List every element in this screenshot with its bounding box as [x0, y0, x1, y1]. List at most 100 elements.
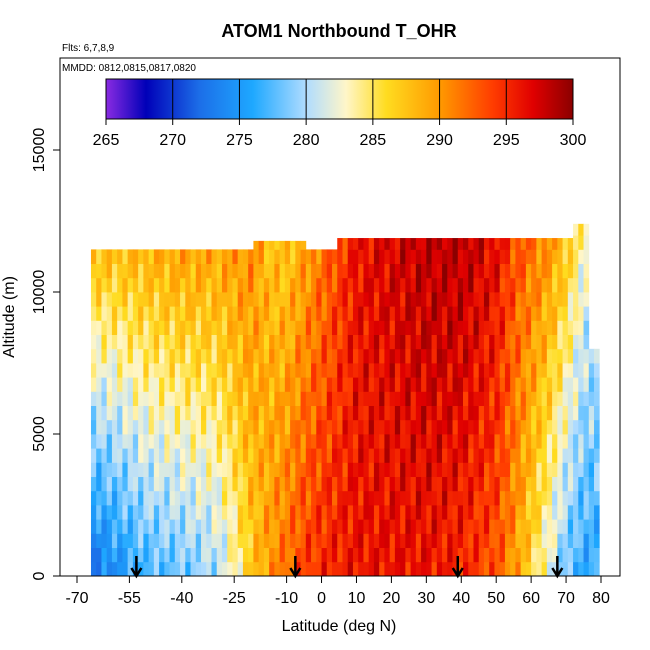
heatmap-cell [588, 490, 595, 506]
heatmap-cell [531, 277, 537, 293]
heatmap-cell [452, 277, 459, 293]
heatmap-cell [489, 533, 495, 548]
heatmap-cell [415, 448, 422, 463]
heatmap-cell [436, 462, 443, 477]
heatmap-cell [300, 348, 307, 364]
heatmap-cell [494, 249, 501, 264]
heatmap-cell [311, 490, 317, 506]
heatmap-cell [159, 476, 165, 492]
heatmap-cell [332, 277, 338, 293]
heatmap-cell [389, 490, 396, 506]
heatmap-cell [300, 363, 307, 378]
heatmap-cell [421, 419, 427, 435]
heatmap-cell [573, 448, 579, 463]
heatmap-cell [326, 505, 333, 520]
y-tick-label: 10000 [31, 270, 48, 315]
heatmap-cell [468, 249, 474, 264]
heatmap-cell [483, 277, 490, 293]
heatmap-cell [180, 462, 186, 477]
heatmap-cell [90, 292, 97, 307]
heatmap-cell [478, 292, 485, 307]
heatmap-cell [159, 391, 165, 406]
heatmap-cell [562, 490, 569, 506]
heatmap-cell [201, 561, 207, 577]
heatmap-cell [573, 235, 579, 250]
heatmap-cell [442, 238, 448, 250]
heatmap-cell [499, 419, 506, 435]
heatmap-cell [520, 277, 527, 293]
heatmap-cell [122, 462, 129, 477]
heatmap-cell [426, 238, 432, 250]
heatmap-cell [525, 505, 532, 520]
heatmap-cell [300, 263, 307, 279]
heatmap-cell [132, 363, 139, 378]
heatmap-cell [347, 249, 354, 264]
heatmap-cell [274, 561, 281, 577]
heatmap-cell [284, 519, 291, 534]
heatmap-cell [410, 547, 417, 563]
heatmap-cell [269, 533, 275, 548]
heatmap-cell [405, 505, 412, 520]
heatmap-cell [132, 249, 139, 264]
heatmap-cell [410, 249, 417, 264]
heatmap-cell [394, 462, 401, 477]
heatmap-cell [248, 277, 254, 293]
heatmap-cell [206, 363, 212, 378]
heatmap-cell [552, 391, 558, 406]
heatmap-cell [541, 462, 548, 477]
heatmap-cell [290, 240, 296, 250]
heatmap-cell [337, 277, 343, 293]
heatmap-cell [300, 320, 307, 335]
heatmap-cell [127, 348, 134, 364]
heatmap-cell [96, 476, 102, 492]
heatmap-cell [159, 505, 165, 520]
heatmap-cell [363, 533, 370, 548]
heatmap-cell [90, 391, 97, 406]
heatmap-cell [117, 533, 123, 548]
heatmap-cell [504, 320, 511, 335]
heatmap-cell [510, 306, 516, 321]
heatmap-cell [111, 363, 118, 378]
heatmap-cell [143, 419, 150, 435]
heatmap-cell [379, 434, 385, 449]
heatmap-cell [248, 320, 254, 335]
heatmap-cell [221, 519, 228, 534]
heatmap-cell [111, 320, 118, 335]
heatmap-cell [316, 476, 322, 492]
heatmap-cell [295, 391, 301, 406]
heatmap-cell [489, 476, 495, 492]
heatmap-cell [373, 434, 380, 449]
heatmap-cell [405, 377, 412, 392]
heatmap-cell [499, 490, 506, 506]
heatmap-cell [504, 263, 511, 279]
heatmap-cell [468, 306, 474, 321]
heatmap-cell [342, 249, 349, 264]
heatmap-cell [447, 263, 453, 279]
heatmap-cell [510, 363, 516, 378]
heatmap-cell [180, 405, 186, 421]
heatmap-cell [463, 561, 469, 577]
heatmap-cell [143, 277, 150, 293]
heatmap-cell [263, 363, 270, 378]
heatmap-cell [358, 505, 364, 520]
heatmap-cell [227, 363, 233, 378]
heatmap-cell [284, 561, 291, 577]
heatmap-cell [347, 238, 354, 250]
heatmap-cell [410, 277, 417, 293]
heatmap-cell [159, 334, 165, 350]
heatmap-cell [321, 505, 328, 520]
heatmap-cell [400, 277, 406, 293]
heatmap-cell [436, 448, 443, 463]
heatmap-cell [525, 238, 532, 250]
heatmap-cell [468, 320, 474, 335]
heatmap-cell [211, 434, 218, 449]
heatmap-cell [195, 419, 202, 435]
heatmap-cell [253, 519, 260, 534]
heatmap-cell [321, 306, 328, 321]
heatmap-cell [300, 377, 307, 392]
heatmap-cell [520, 249, 527, 264]
heatmap-cell [478, 277, 485, 293]
heatmap-cell [127, 277, 134, 293]
heatmap-cell [389, 238, 396, 250]
heatmap-cell [531, 519, 537, 534]
